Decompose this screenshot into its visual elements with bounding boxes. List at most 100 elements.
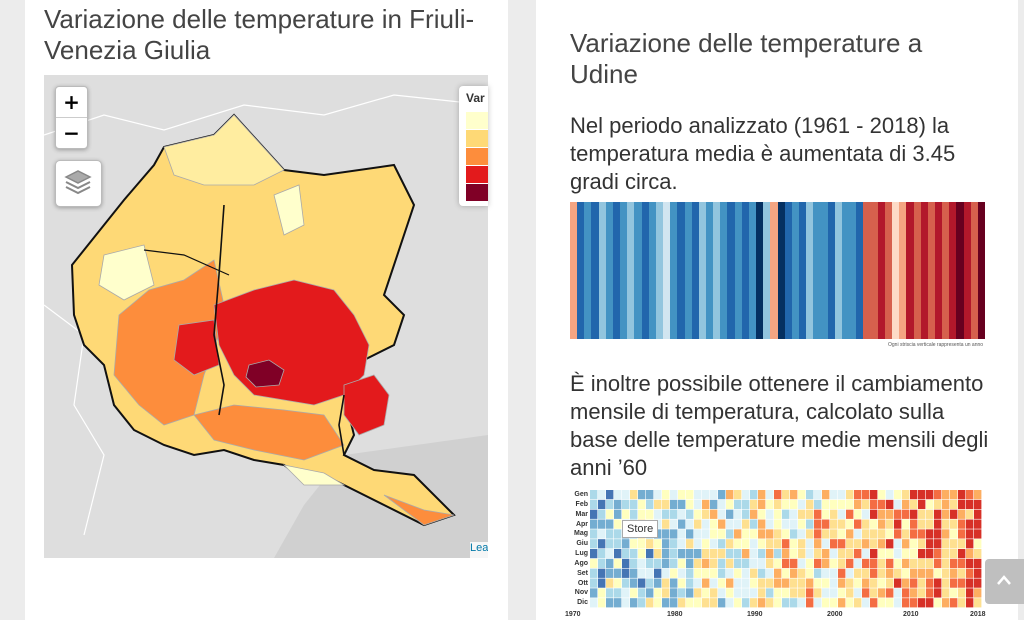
stripe xyxy=(927,202,935,339)
zoom-in-button[interactable]: + xyxy=(63,90,80,114)
heatmap-cell xyxy=(902,499,910,510)
heatmap-cell xyxy=(782,578,790,588)
heatmap-cell xyxy=(926,519,934,529)
heatmap-cell xyxy=(758,588,766,598)
heatmap-cell xyxy=(766,499,774,510)
heatmap-cell xyxy=(670,499,678,510)
heatmap-cell xyxy=(918,568,926,578)
heatmap-cell xyxy=(942,519,950,529)
legend-swatch xyxy=(466,166,488,183)
heatmap-cell xyxy=(934,519,942,529)
heatmap-cell xyxy=(638,588,646,598)
heatmap-cell xyxy=(934,588,942,598)
stripe xyxy=(598,202,606,339)
heatmap-cell xyxy=(718,519,726,529)
month-label: Ott xyxy=(577,579,588,587)
heatmap-cell xyxy=(838,529,846,539)
heatmap-cell xyxy=(966,588,974,598)
leaflet-attribution-link[interactable]: Leaflet xyxy=(470,542,488,558)
heatmap-cell xyxy=(926,558,934,569)
heatmap-cell xyxy=(694,519,702,529)
heatmap-cell xyxy=(638,578,646,588)
heatmap-cell xyxy=(918,588,926,598)
heatmap-cell xyxy=(854,539,862,549)
heatmap-cell xyxy=(798,490,806,500)
heatmap-cell xyxy=(774,529,782,539)
scroll-to-top-button[interactable] xyxy=(985,559,1024,604)
heatmap-cell xyxy=(814,519,822,529)
heatmap-cell xyxy=(638,568,646,578)
heatmap-cell xyxy=(806,519,814,529)
heatmap-cell xyxy=(918,519,926,529)
heatmap-cell xyxy=(726,539,734,549)
heatmap-cell xyxy=(590,539,598,549)
heatmap-cell xyxy=(718,578,726,588)
heatmap-cell xyxy=(726,598,734,608)
heatmap-cell xyxy=(694,588,702,598)
year-label: 1970 xyxy=(565,611,581,618)
heatmap-cell xyxy=(654,499,662,510)
heatmap-cell xyxy=(734,568,742,578)
heatmap-cell xyxy=(830,588,838,598)
heatmap-cell xyxy=(718,558,726,569)
heatmap-cell xyxy=(750,588,758,598)
heatmap-cell xyxy=(966,519,974,529)
stripe xyxy=(605,202,613,339)
heatmap-cell xyxy=(734,598,742,608)
heatmap-cell xyxy=(622,490,630,500)
legend-swatch xyxy=(466,148,488,165)
stripe xyxy=(691,202,699,339)
heatmap-cell xyxy=(638,558,646,569)
heatmap-cell xyxy=(606,549,614,559)
heatmap-cell xyxy=(646,578,654,588)
heatmap-cell xyxy=(718,588,726,598)
heatmap-cell xyxy=(934,578,942,588)
heatmap-cell xyxy=(886,529,894,539)
heatmap-cell xyxy=(974,558,982,569)
heatmap-cell xyxy=(726,509,734,519)
heatmap-cell xyxy=(790,549,798,559)
heatmap-cell xyxy=(734,558,742,569)
region-map[interactable] xyxy=(44,75,488,558)
heatmap-cell xyxy=(686,490,694,500)
heatmap-cell xyxy=(958,549,966,559)
heatmap-cell xyxy=(662,519,670,529)
heatmap-cell xyxy=(766,549,774,559)
heatmap-cell xyxy=(894,549,902,559)
heatmap-cell xyxy=(838,519,846,529)
heatmap-cell xyxy=(702,558,710,569)
heatmap-cell xyxy=(742,490,750,500)
heatmap-cell xyxy=(774,598,782,608)
heatmap-cell xyxy=(710,499,718,510)
heatmap-cell xyxy=(966,529,974,539)
heatmap-cell xyxy=(926,539,934,549)
heatmap-cell xyxy=(822,568,830,578)
heatmap-cell xyxy=(846,568,854,578)
heatmap-cell xyxy=(902,539,910,549)
heatmap-cell xyxy=(766,578,774,588)
stripe xyxy=(770,202,778,339)
heatmap-cell xyxy=(950,529,958,539)
heatmap-cell xyxy=(838,549,846,559)
map-canvas[interactable] xyxy=(44,75,488,558)
heatmap-cell xyxy=(822,490,830,500)
heatmap-cell xyxy=(974,578,982,588)
heatmap-cell xyxy=(614,539,622,549)
heatmap-cell xyxy=(638,490,646,500)
heatmap-cell xyxy=(790,598,798,608)
heatmap-cell xyxy=(870,588,878,598)
layers-button[interactable] xyxy=(55,160,102,207)
heatmap-cell xyxy=(974,588,982,598)
heatmap-cell xyxy=(862,578,870,588)
stripe xyxy=(820,202,828,339)
heatmap-cell xyxy=(702,568,710,578)
heatmap-cell xyxy=(894,568,902,578)
zoom-out-button[interactable]: − xyxy=(56,117,87,148)
heatmap-cell xyxy=(590,509,598,519)
heatmap-cell xyxy=(614,568,622,578)
heatmap-cell xyxy=(630,568,638,578)
heatmap-cell xyxy=(854,568,862,578)
heatmap-cell xyxy=(662,549,670,559)
heatmap-cell xyxy=(878,509,886,519)
heatmap-cell xyxy=(822,509,830,519)
